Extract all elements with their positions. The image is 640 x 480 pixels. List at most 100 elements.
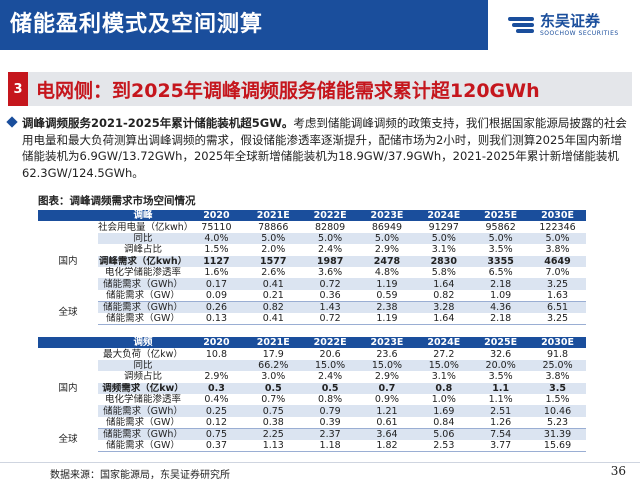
table-cell: 0.5: [244, 382, 302, 394]
data-source: 数据来源：国家能源局，东吴证券研究所: [50, 470, 230, 480]
table-cell: 0.21: [244, 289, 302, 302]
table-row: 同比 66.2% 15.0% 15.0% 15.0% 20.0% 25.0%: [38, 359, 586, 372]
table-cell: 0.38: [244, 416, 302, 429]
header-year: 2030E: [529, 210, 586, 222]
table-cell: 23.6: [376, 348, 398, 360]
table-cell: 5.06: [415, 428, 473, 440]
summary-paragraph: 调峰调频服务2021-2025年累计储能装机超5GW。考虑到储能调峰调频的政策支…: [6, 115, 630, 181]
table-cell: 20.0%: [472, 359, 530, 372]
table-cell: 0.26: [188, 301, 245, 313]
table-cell: 1.0%: [431, 394, 456, 406]
table-cell: 2830: [415, 255, 473, 267]
table-cell: 6.51: [529, 301, 586, 313]
header-bar: 储能盈利模式及空间测算 东吴证券 SOOCHOW SECURITIES: [0, 0, 640, 50]
table-cell: 86949: [371, 221, 403, 233]
table-row: 电化学储能渗透率 0.4% 0.7% 0.8% 0.9% 1.0% 1.1% 1.5%: [38, 394, 586, 405]
table-cell: 15.0%: [301, 359, 359, 372]
table-cell: 0.75: [188, 428, 245, 440]
paragraph-lead: 调峰调频服务2021-2025年累计储能装机超5GW。: [22, 116, 294, 130]
region-cell-global: 全球: [38, 428, 98, 452]
table-cell: 5.0%: [358, 232, 416, 245]
table-header-row: 调峰 2020 2021E 2022E 2023E 2024E 2025E 2030E: [38, 210, 586, 222]
table-cell: 5.23: [529, 416, 586, 429]
table-row: 电化学储能渗透率 1.6% 2.6% 3.6% 4.8% 5.8% 6.5% 7.0%: [38, 267, 586, 278]
header-year: 2020: [188, 337, 245, 349]
table-cell: 1127: [188, 255, 245, 267]
row-label: 储能需求（GW）: [98, 416, 188, 429]
table-cell: 75110: [201, 221, 232, 233]
section-number: 3: [8, 72, 28, 106]
table-cell: 0.5: [301, 382, 359, 394]
table-cell: 3.8%: [545, 244, 570, 256]
row-label: 储能需求（GW）: [98, 289, 188, 302]
table-cell: 0.37: [188, 439, 245, 452]
table-row: 储能需求（GW） 0.09 0.21 0.36 0.59 0.82 1.09 1.63: [38, 289, 586, 302]
table-cell: 91297: [428, 221, 459, 233]
table-cell: 25.0%: [529, 359, 586, 372]
row-label: 最大负荷（亿kw）: [103, 348, 183, 360]
table-cell: 10.46: [529, 405, 586, 417]
table-row: 调频需求（亿kw） 0.3 0.5 0.5 0.7 0.8 1.1 3.5: [38, 382, 586, 394]
table-cell: 0.17: [188, 278, 245, 290]
table-row: 国内 社会用电量（亿kwh） 75110 78866 82809 86949 91297 95…: [38, 221, 586, 302]
table-cell: 91.8: [546, 348, 569, 360]
row-label: 调峰占比: [123, 244, 162, 256]
table-cell: 0.72: [301, 278, 359, 290]
table-cell: 0.7%: [261, 394, 286, 406]
table-cell: 0.84: [415, 416, 473, 429]
table-cell: 3.1%: [431, 244, 456, 256]
table-cell: 1.43: [301, 301, 359, 313]
table-cell: 5.0%: [472, 232, 530, 245]
table-row: 调峰需求（亿kwh） 1127 1577 1987 2478 2830 3355 4649: [38, 255, 586, 267]
table-caption: 图表：调峰调频需求市场空间情况: [38, 195, 196, 207]
region-cell-domestic: 国内: [38, 348, 98, 429]
table-cell: 1.63: [529, 289, 586, 302]
footer-divider: [0, 462, 640, 463]
table-cell: 5.0%: [529, 232, 586, 245]
peak-shaving-table: 调峰 2020 2021E 2022E 2023E 2024E 2025E 2030E 国内 社会…: [38, 210, 586, 325]
row-label: 储能需求（GWh）: [98, 301, 188, 313]
logo-mark-icon: [508, 16, 536, 34]
table-cell: 1.64: [415, 312, 473, 325]
table-row: 调频占比 2.9% 3.0% 2.4% 2.9% 3.1% 3.5% 3.8%: [38, 371, 586, 382]
logo-name-cn: 东吴证券: [540, 11, 601, 30]
table-cell: 3.5%: [488, 244, 513, 256]
table-cell: 2.0%: [261, 244, 286, 256]
table-row: 全球 储能需求（GWh） 0.26 0.82 1.43 2.38 3.28 4.36 6.51: [38, 301, 586, 325]
table-row: 国内 最大负荷（亿kw） 10.8 17.9 20.6 23.6 27.2 32.6 91.8: [38, 348, 586, 429]
table-cell: 0.41: [244, 278, 302, 290]
table-cell: 0.7: [358, 382, 416, 394]
table-cell: 0.59: [358, 289, 416, 302]
table-cell: [188, 359, 245, 372]
table-cell: 2.37: [301, 428, 359, 440]
row-label: 储能需求（GWh）: [98, 428, 188, 440]
table-cell: 78866: [258, 221, 289, 233]
table-cell: 1.19: [358, 312, 416, 325]
table-cell: 0.8%: [318, 394, 343, 406]
table-cell: 2478: [358, 255, 416, 267]
table-cell: 82809: [314, 221, 346, 233]
row-label: 储能需求（GW）: [98, 312, 188, 325]
table-cell: 4.8%: [374, 267, 400, 279]
table-cell: 3.8%: [545, 371, 570, 383]
table-cell: 5.8%: [431, 267, 456, 279]
table-cell: 1577: [244, 255, 302, 267]
table-cell: 95862: [485, 221, 516, 233]
table-cell: 0.8: [415, 382, 473, 394]
table-cell: 2.9%: [204, 371, 229, 383]
table-cell: 0.12: [188, 416, 245, 429]
table-cell: 32.6: [490, 348, 512, 360]
table-cell: 1.82: [358, 439, 416, 452]
header-blank: [38, 210, 98, 222]
company-logo: 东吴证券 SOOCHOW SECURITIES: [488, 0, 640, 50]
table-cell: 10.8: [205, 348, 227, 360]
header-label: 调峰: [98, 210, 188, 222]
row-label: 电化学储能渗透率: [104, 394, 181, 406]
table-cell: 0.82: [415, 289, 473, 302]
table-cell: 2.18: [472, 278, 530, 290]
header-year: 2024E: [415, 210, 473, 222]
header-year: 2025E: [472, 337, 530, 349]
table-cell: 7.54: [472, 428, 530, 440]
row-label: 同比: [98, 232, 188, 245]
table-cell: 1.18: [301, 439, 359, 452]
